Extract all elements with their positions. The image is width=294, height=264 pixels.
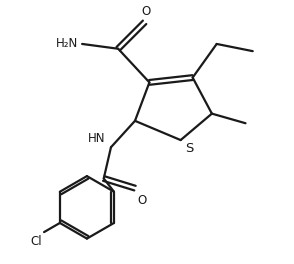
Text: Cl: Cl <box>30 235 42 248</box>
Text: O: O <box>137 194 147 207</box>
Text: O: O <box>141 4 150 17</box>
Text: HN: HN <box>88 132 105 145</box>
Text: H₂N: H₂N <box>56 37 78 50</box>
Text: S: S <box>186 143 194 155</box>
